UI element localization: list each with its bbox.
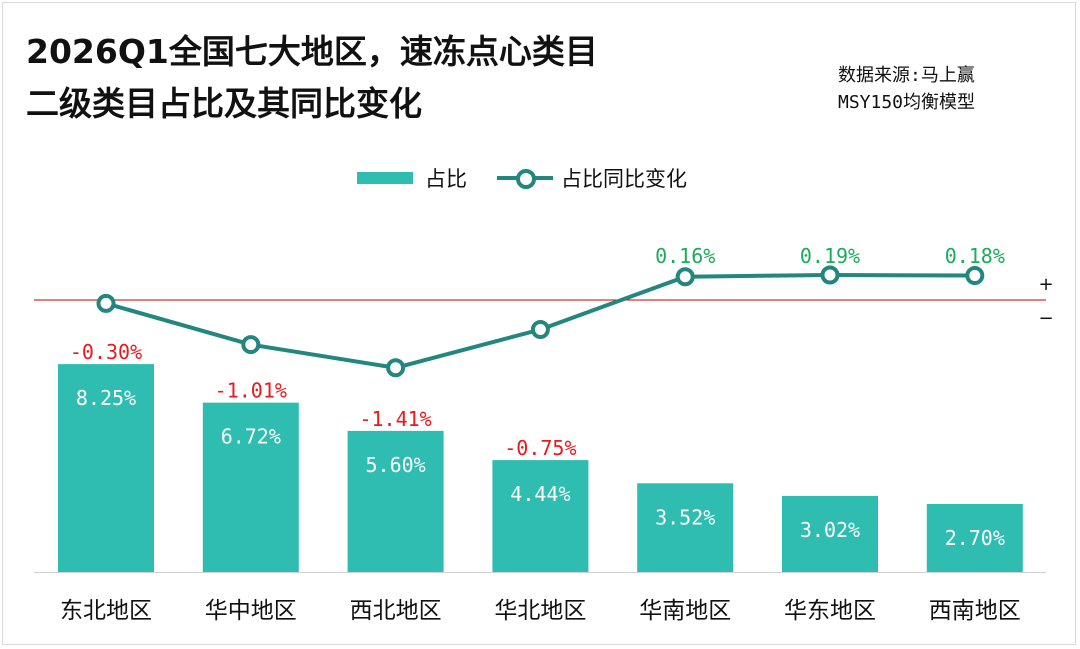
yoy-value-label: -1.41% (359, 407, 431, 431)
yoy-marker (965, 266, 985, 286)
category-label: 西南地区 (929, 598, 1021, 624)
bar (637, 483, 734, 572)
yoy-line-series: -0.30% -1.01% -1.41% -0.75% 0.16% 0.19% 0.18% (70, 244, 1005, 460)
category-label: 华中地区 (205, 598, 297, 624)
negative-sign: − (1038, 308, 1053, 329)
yoy-marker (675, 267, 695, 287)
category-label: 西北地区 (350, 598, 442, 624)
bar (782, 495, 878, 572)
yoy-value-label: 0.18% (945, 244, 1005, 268)
positive-sign: + (1038, 274, 1053, 295)
title-line-2: 二级类目占比及其同比变化 (26, 84, 422, 123)
bar-value-label: 6.72% (221, 425, 281, 449)
category-label: 东北地区 (60, 598, 152, 624)
bar (492, 460, 589, 572)
legend-label-yoy: 占比同比变化 (561, 167, 687, 191)
yoy-value-label: -1.01% (215, 379, 287, 403)
yoy-marker (530, 320, 550, 339)
bar-series: 8.25% 6.72% 5.60% 4.44% 3.52% 3.02% 2.70% (58, 364, 1023, 572)
bar-value-label: 2.70% (945, 526, 1005, 550)
legend: 占比 占比同比变化 (357, 164, 687, 192)
yoy-zero-line-group: +− (34, 274, 1054, 329)
yoy-marker (241, 335, 261, 355)
bar (347, 430, 444, 572)
bar-value-label: 8.25% (76, 386, 136, 410)
yoy-marker (96, 293, 116, 313)
source-line-1: 数据来源:马上赢 (838, 65, 975, 86)
yoy-value-label: 0.16% (655, 244, 715, 268)
legend-bar-swatch (357, 172, 413, 184)
chart-title: 2026Q1全国七大地区，速冻点心类目 二级类目占比及其同比变化 (26, 26, 746, 130)
category-label: 华东地区 (784, 598, 876, 624)
title-line-1: 2026Q1全国七大地区，速冻点心类目 (26, 32, 598, 71)
bar-value-label: 3.02% (800, 518, 860, 542)
x-axis: 东北地区 华中地区 西北地区 华北地区 华南地区 华东地区 西南地区 (34, 572, 1046, 624)
bar-value-label: 4.44% (510, 482, 570, 506)
bar-value-label: 5.60% (365, 453, 425, 477)
yoy-value-label: -0.30% (70, 340, 142, 364)
category-label: 华北地区 (494, 598, 586, 624)
bar (58, 364, 154, 572)
yoy-marker (386, 358, 406, 378)
yoy-marker (820, 265, 840, 285)
source-line-2: MSY150均衡模型 (838, 92, 976, 113)
data-source: 数据来源:马上赢 MSY150均衡模型 (838, 62, 975, 116)
legend-line-swatch (497, 164, 553, 192)
category-label: 华南地区 (639, 598, 731, 624)
legend-label-share: 占比 (425, 167, 467, 191)
bar-value-label: 3.52% (655, 505, 715, 529)
yoy-value-label: 0.19% (800, 244, 860, 268)
bar (926, 503, 1023, 572)
yoy-value-label: -0.75% (504, 436, 576, 460)
bar (202, 402, 299, 572)
